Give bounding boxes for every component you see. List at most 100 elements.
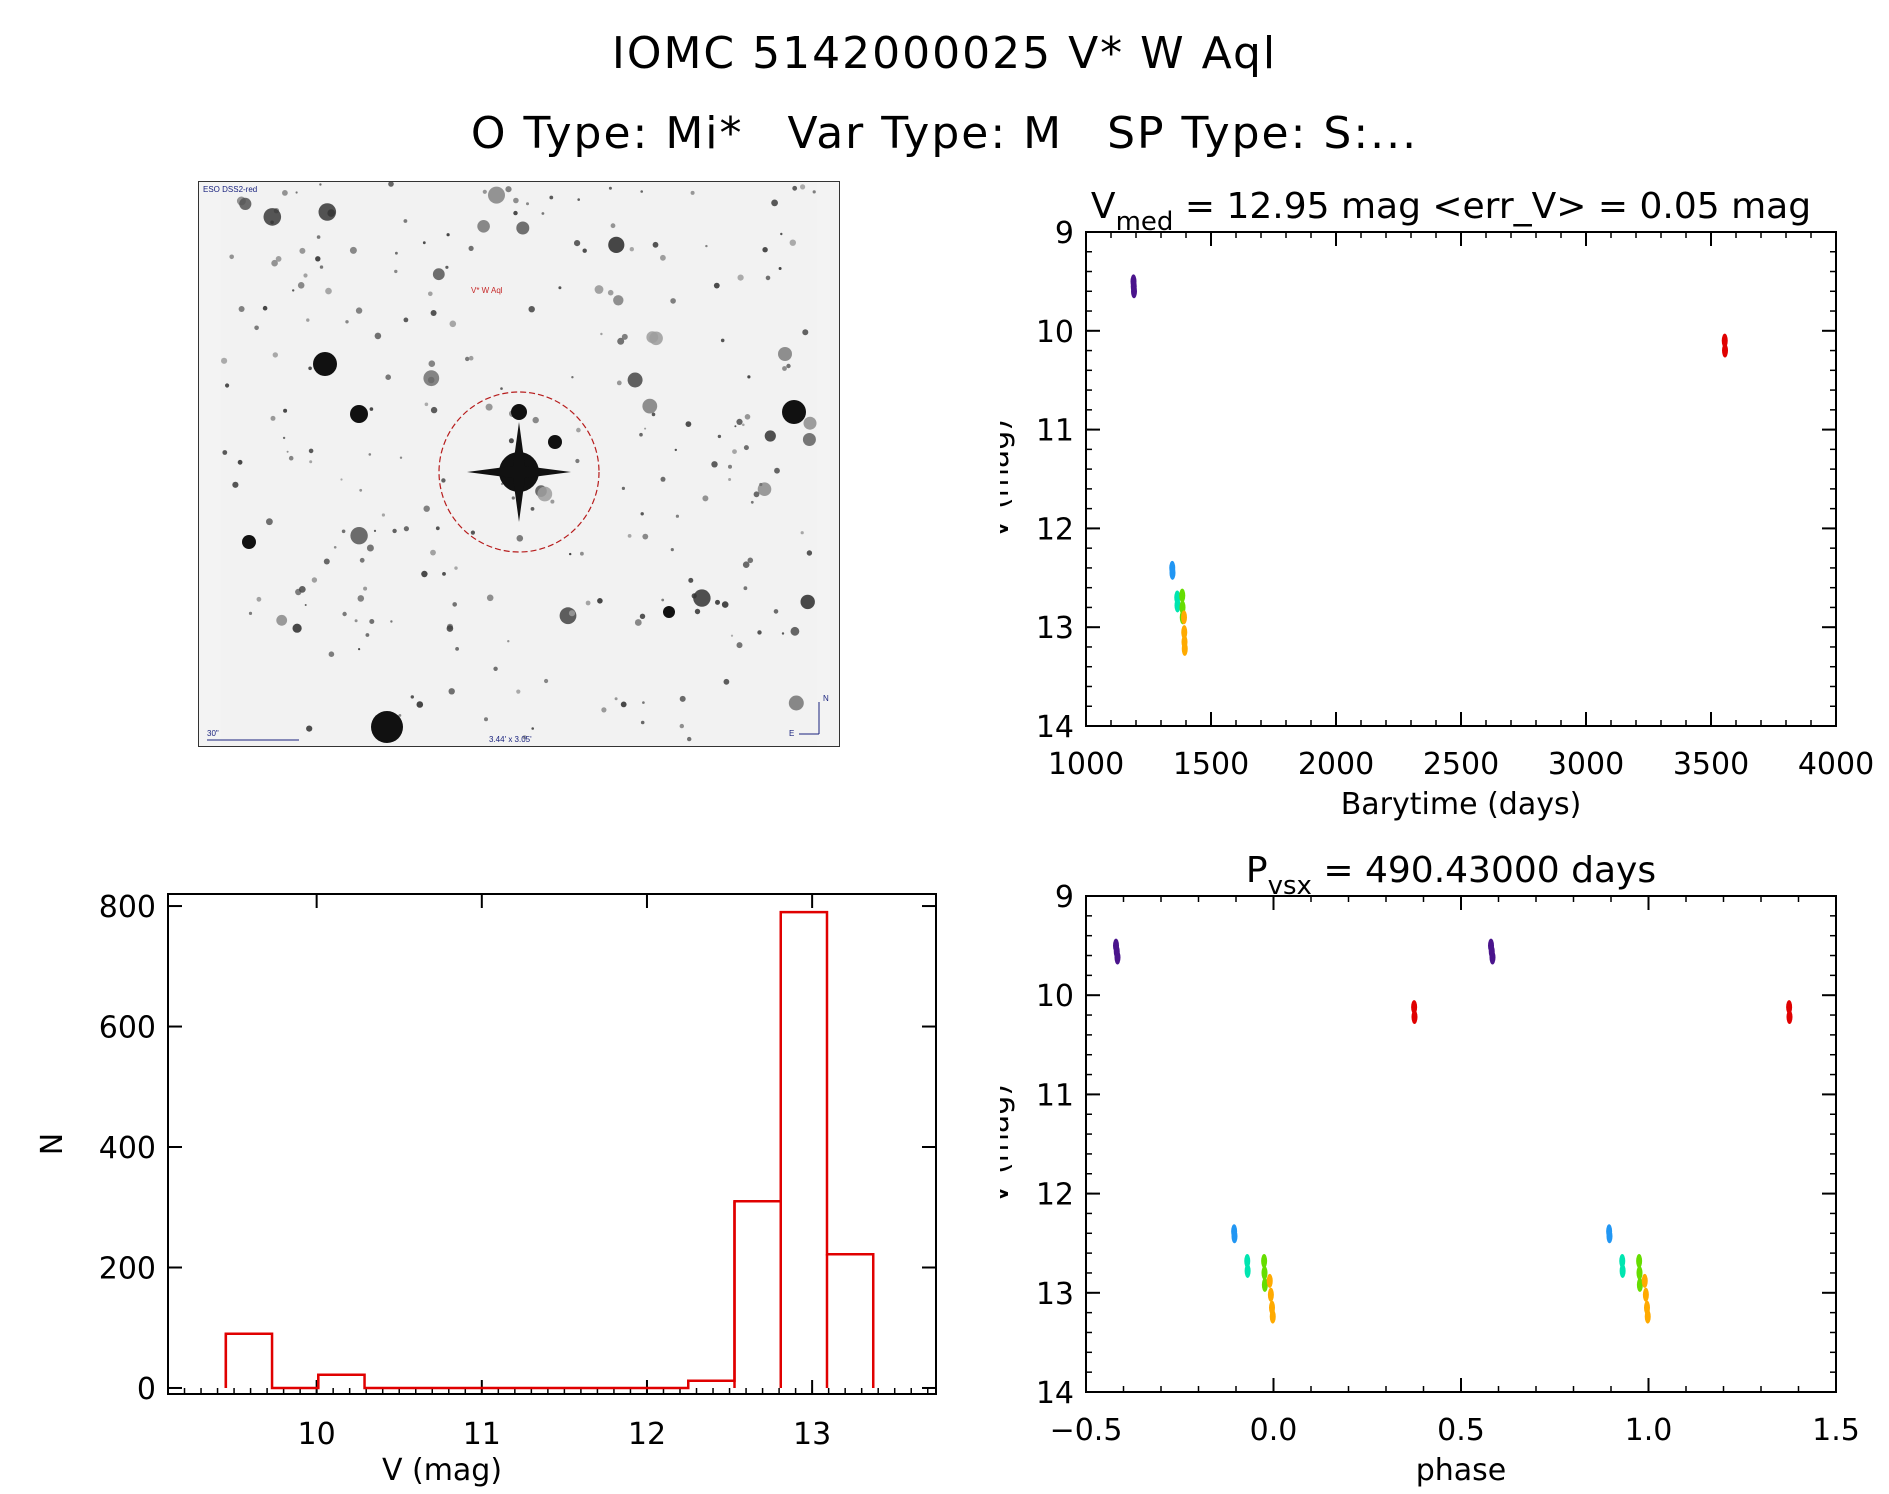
star	[660, 254, 666, 261]
star	[365, 633, 370, 637]
star	[403, 526, 409, 532]
star	[232, 481, 239, 488]
star	[531, 727, 534, 730]
star	[597, 598, 603, 604]
star	[432, 268, 445, 281]
fov-label: 3.44' x 3.05'	[489, 735, 532, 744]
star	[717, 434, 722, 439]
star	[311, 577, 318, 583]
phased-chart: −0.5 0.0 0.5 1.0 1.5 9 10 11 12 13 14 phase V (mag) P…	[1000, 850, 1860, 1488]
star	[792, 185, 798, 191]
data-point	[1786, 1010, 1793, 1025]
bright-star	[350, 405, 368, 423]
star	[528, 306, 535, 313]
star	[639, 613, 646, 619]
star	[675, 514, 679, 518]
y-tick-label: 10	[1036, 979, 1074, 1014]
x-tick-label: 1.5	[1812, 1413, 1860, 1448]
star	[454, 566, 458, 570]
star	[500, 387, 503, 390]
plot-frame	[1085, 895, 1837, 1393]
bright-star	[313, 352, 337, 376]
star	[304, 604, 307, 606]
data-point	[1231, 1229, 1238, 1244]
star	[800, 184, 806, 190]
target-label: V* W Aql	[471, 286, 503, 295]
chart-title: Pvsx = 490.43000 days	[1246, 850, 1656, 901]
star	[687, 736, 692, 742]
star	[516, 689, 521, 694]
star	[747, 375, 751, 379]
star	[759, 482, 763, 487]
star	[508, 438, 514, 444]
star	[522, 735, 527, 740]
chart-title: Vmed = 12.95 mag <err_V> = 0.05 mag	[1091, 186, 1811, 237]
x-tick-label: 12	[628, 1417, 666, 1452]
x-tick-label: 0.5	[1437, 1413, 1485, 1448]
star	[309, 460, 313, 464]
bright-star	[371, 711, 403, 743]
star	[295, 191, 298, 194]
object-id-title: IOMC 5142000025 V* W Aql	[611, 28, 1278, 79]
star	[582, 248, 587, 253]
star	[530, 507, 535, 511]
star	[256, 596, 262, 602]
east-label: E	[789, 729, 795, 738]
star	[455, 647, 459, 651]
star	[646, 331, 659, 344]
star	[445, 265, 449, 269]
star	[266, 518, 273, 526]
star	[774, 467, 780, 474]
star	[617, 337, 625, 345]
y-tick-label: 11	[1036, 414, 1074, 449]
vartype-label: Var Type: M	[787, 108, 1064, 159]
star	[366, 544, 374, 552]
target-circle	[438, 391, 600, 553]
star	[505, 186, 512, 193]
star	[723, 678, 730, 685]
star	[323, 558, 330, 565]
star	[222, 450, 228, 455]
star	[778, 347, 792, 361]
star	[358, 648, 361, 651]
x-tick-label: 3500	[1673, 747, 1749, 782]
y-tick-label: 9	[1055, 880, 1074, 915]
star	[614, 697, 618, 701]
star	[482, 189, 487, 194]
histogram-chart: 10 11 12 13 0 200 400 600 800 V (mag) N	[35, 890, 937, 1488]
star	[369, 407, 374, 411]
star	[574, 240, 581, 247]
plot-frame	[167, 893, 937, 1395]
data-point	[1181, 610, 1187, 625]
star	[292, 623, 302, 633]
star	[702, 495, 709, 502]
star	[744, 414, 751, 420]
star	[435, 526, 440, 531]
star	[544, 678, 549, 684]
bright-star	[663, 606, 675, 618]
star	[730, 634, 734, 637]
star	[354, 619, 358, 623]
star	[493, 666, 498, 671]
north-label: N	[823, 694, 829, 703]
star	[511, 496, 515, 500]
star	[778, 267, 782, 270]
y-tick-label: 13	[1036, 1277, 1074, 1312]
star	[789, 239, 796, 246]
star	[513, 197, 519, 204]
star	[715, 599, 720, 605]
star	[688, 577, 694, 583]
star	[342, 611, 347, 617]
star	[721, 601, 729, 608]
star	[753, 491, 760, 498]
star	[485, 403, 493, 411]
data-point	[1606, 1229, 1613, 1244]
star	[306, 725, 313, 732]
star	[559, 607, 577, 625]
star	[308, 366, 312, 371]
star	[762, 247, 768, 253]
x-axis-label: Barytime (days)	[1341, 787, 1582, 822]
star	[728, 464, 732, 469]
star	[421, 570, 428, 578]
star-field	[207, 182, 820, 746]
